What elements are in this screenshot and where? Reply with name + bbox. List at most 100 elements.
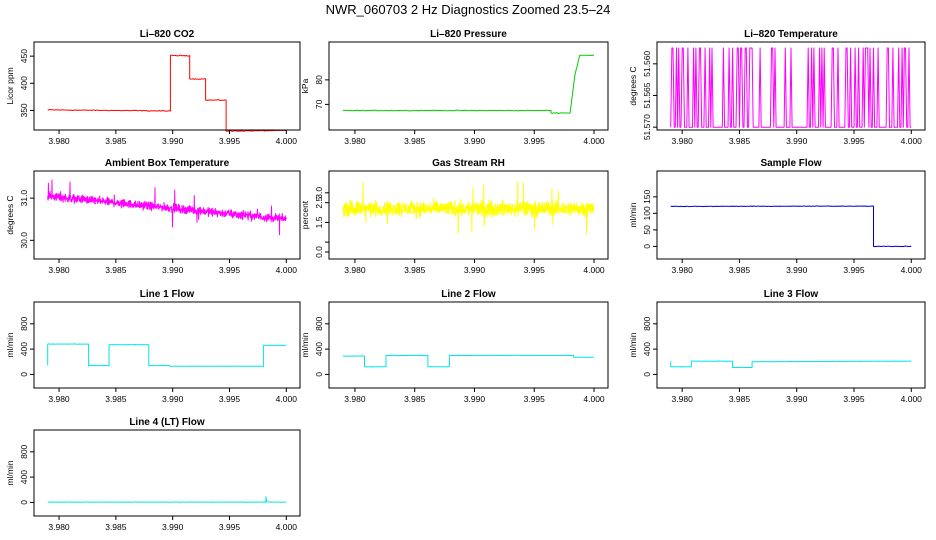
- chart-co2: Li–820 CO2 3.980 3.985 3.990 3.995 4.000 350 40…: [5, 29, 301, 146]
- plot-frame: [328, 301, 609, 389]
- x-tick-label: 3.995: [843, 136, 865, 146]
- x-tick-label: 4.000: [276, 136, 298, 146]
- y-tick-label: 400: [642, 342, 652, 356]
- y-tick-label: 51.565: [642, 82, 652, 108]
- y-tick-label: 0.0: [314, 246, 324, 258]
- x-tick-label: 3.995: [219, 136, 241, 146]
- series-line-rh: [342, 180, 595, 235]
- x-tick-label: 4.000: [583, 394, 605, 404]
- y-axis-label: degrees C: [5, 195, 15, 234]
- chart-title: Line 3 Flow: [764, 289, 819, 300]
- chart-line2: Line 2 Flow 3.980 3.985 3.990 3.995 4.000 0 400…: [300, 289, 609, 404]
- x-tick-label: 4.000: [276, 522, 298, 532]
- series-line-co2: [47, 54, 287, 132]
- y-axis-label: percent: [300, 200, 310, 229]
- y-tick-label: 30.0: [19, 232, 29, 249]
- y-tick-label: 0: [314, 372, 324, 377]
- x-tick-label: 3.980: [672, 265, 694, 275]
- x-tick-label: 3.980: [344, 136, 366, 146]
- series-line-line3: [670, 360, 912, 368]
- x-tick-label: 3.985: [105, 265, 127, 275]
- x-tick-label: 3.995: [843, 394, 865, 404]
- chart-title: Li–820 Pressure: [430, 29, 507, 40]
- series-line-ambient: [47, 179, 287, 236]
- plot-frame: [33, 170, 301, 260]
- y-tick-label: 450: [19, 49, 29, 63]
- y-tick-label: 51.570: [642, 114, 652, 140]
- x-tick-label: 3.980: [672, 394, 694, 404]
- y-tick-label: 0: [642, 372, 652, 377]
- plot-frame: [656, 301, 926, 389]
- y-axis-label: Licor ppm: [5, 67, 15, 104]
- y-axis-label: degrees C: [628, 66, 638, 105]
- plot-frame: [328, 41, 609, 131]
- x-tick-label: 3.980: [48, 394, 70, 404]
- chart-title: Gas Stream RH: [432, 158, 505, 169]
- series-line-line4: [47, 496, 287, 503]
- y-tick-label: 2.5: [314, 196, 324, 208]
- x-tick-label: 3.990: [464, 265, 486, 275]
- plot-frame: [656, 170, 926, 260]
- y-tick-label: 800: [314, 316, 324, 330]
- y-tick-label: 70: [314, 99, 324, 109]
- chart-temp: Li–820 Temperature 3.980 3.985 3.990 3.995 4.…: [628, 29, 926, 146]
- y-tick-label: 800: [19, 316, 29, 330]
- y-axis-label: ml/min: [5, 332, 15, 357]
- x-tick-label: 3.990: [464, 136, 486, 146]
- chart-title: Li–820 CO2: [140, 29, 195, 40]
- x-tick-label: 3.995: [219, 394, 241, 404]
- y-tick-label: 400: [19, 342, 29, 356]
- y-tick-label: 1.5: [314, 216, 324, 228]
- x-tick-label: 3.980: [344, 394, 366, 404]
- x-tick-label: 3.985: [729, 136, 751, 146]
- y-tick-label: 51.560: [642, 51, 652, 77]
- x-tick-label: 3.995: [524, 136, 546, 146]
- y-axis-label: ml/min: [628, 202, 638, 227]
- chart-title: Line 1 Flow: [140, 289, 195, 300]
- x-tick-label: 3.985: [729, 394, 751, 404]
- x-tick-label: 3.995: [219, 522, 241, 532]
- x-tick-label: 3.985: [105, 136, 127, 146]
- chart-title: Sample Flow: [760, 158, 821, 169]
- y-tick-label: 400: [19, 470, 29, 484]
- series-line-pressure: [342, 54, 595, 114]
- x-tick-label: 3.980: [48, 136, 70, 146]
- chart-title: Line 4 (LT) Flow: [129, 417, 205, 428]
- y-tick-label: 100: [642, 206, 652, 220]
- plot-frame: [33, 41, 301, 131]
- x-tick-label: 3.985: [404, 136, 426, 146]
- y-tick-label: 800: [642, 316, 652, 330]
- x-tick-label: 4.000: [901, 265, 923, 275]
- x-tick-label: 4.000: [901, 136, 923, 146]
- x-tick-label: 3.990: [786, 265, 808, 275]
- x-tick-label: 3.995: [524, 394, 546, 404]
- y-tick-label: 0: [19, 372, 29, 377]
- x-tick-label: 3.990: [464, 394, 486, 404]
- x-tick-label: 4.000: [276, 394, 298, 404]
- chart-line1: Line 1 Flow 3.980 3.985 3.990 3.995 4.000 0 400…: [5, 289, 301, 404]
- chart-title: Line 2 Flow: [441, 289, 496, 300]
- x-tick-label: 4.000: [583, 136, 605, 146]
- y-tick-label: 50: [642, 225, 652, 235]
- y-tick-label: 3.0: [314, 187, 324, 199]
- chart-title: Ambient Box Temperature: [105, 158, 230, 169]
- y-tick-label: 400: [314, 342, 324, 356]
- series-line-temp: [670, 47, 912, 128]
- plot-frame: [656, 41, 926, 131]
- x-tick-label: 3.980: [344, 265, 366, 275]
- y-axis-label: ml/min: [628, 332, 638, 357]
- y-tick-label: 350: [19, 103, 29, 117]
- y-tick-label: 80: [314, 75, 324, 85]
- x-tick-label: 3.985: [404, 265, 426, 275]
- plot-frame: [33, 301, 301, 389]
- plot-frame: [328, 170, 609, 260]
- y-axis-label: kPa: [300, 78, 310, 93]
- x-tick-label: 3.995: [843, 265, 865, 275]
- x-tick-label: 3.980: [48, 522, 70, 532]
- y-tick-label: 0: [642, 244, 652, 249]
- x-tick-label: 4.000: [901, 394, 923, 404]
- x-tick-label: 4.000: [276, 265, 298, 275]
- x-tick-label: 3.990: [162, 522, 184, 532]
- series-line-sampleflow: [670, 205, 912, 248]
